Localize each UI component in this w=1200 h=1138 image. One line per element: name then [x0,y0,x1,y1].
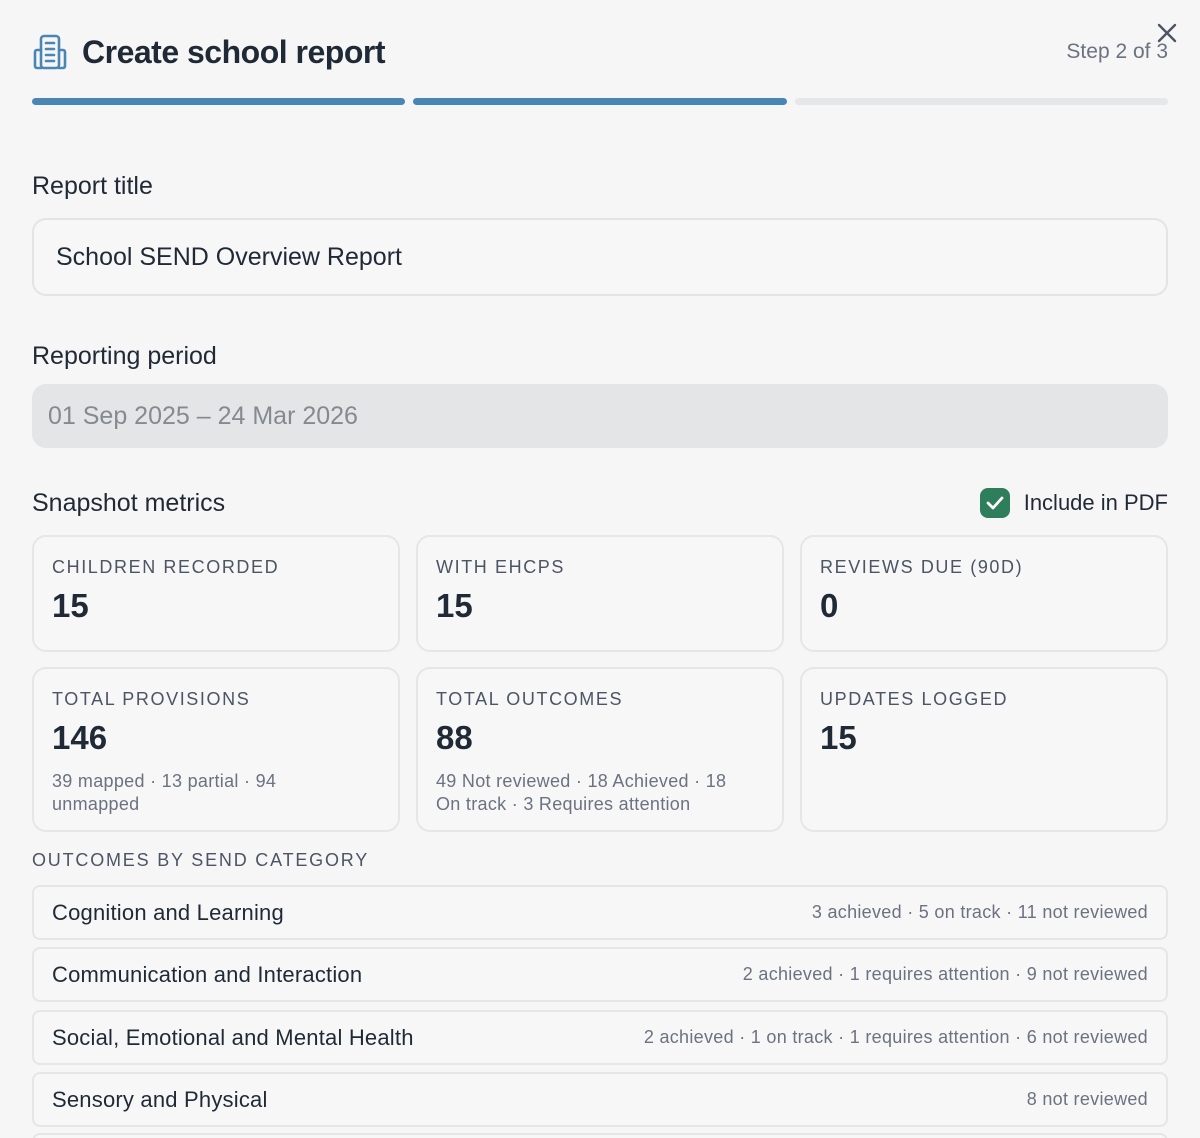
include-pdf-toggle[interactable]: Include in PDF [979,488,1168,518]
close-button[interactable] [1154,20,1180,46]
metric-value: 15 [52,587,89,624]
progress-segment-2 [413,98,787,105]
metric-label: TOTAL OUTCOMES [436,689,624,709]
reporting-period-label: Reporting period [32,342,217,370]
category-name: Sensory and Physical [52,1086,268,1112]
step-progress-bar [32,98,1168,105]
metric-value: 0 [820,587,839,624]
check-icon [986,496,1004,510]
metric-breakdown: 49 Not reviewed · 18 Achieved · 18 On tr… [436,770,727,814]
metric-card-total-provisions: TOTAL PROVISIONS 146 39 mapped · 13 part… [32,667,400,832]
metric-label: CHILDREN RECORDED [52,557,280,577]
category-name: Cognition and Learning [52,899,284,925]
progress-segment-3 [794,98,1168,105]
close-icon [1157,23,1177,43]
reporting-period-field: 01 Sep 2025 – 24 Mar 2026 [32,384,1168,448]
metric-value: 146 [52,719,108,756]
metric-card-with-ehcps: WITH EHCPS 15 [416,535,784,652]
category-row-communication: Communication and Interaction 2 achieved… [32,947,1168,1002]
outcomes-category-heading: OUTCOMES BY SEND CATEGORY [32,850,370,870]
category-stats: 2 achieved · 1 requires attention · 9 no… [742,964,1148,984]
metric-label: REVIEWS DUE (90D) [820,557,1024,577]
metric-breakdown: 39 mapped · 13 partial · 94 unmapped [52,770,277,814]
category-stats: 3 achieved · 5 on track · 11 not reviewe… [811,902,1148,922]
metric-label: TOTAL PROVISIONS [52,689,251,709]
progress-segment-1 [32,98,406,105]
metric-value: 15 [820,719,857,756]
step-indicator: Step 2 of 3 [1066,40,1168,63]
metric-label: UPDATES LOGGED [820,689,1009,709]
include-pdf-checkbox[interactable] [979,488,1010,518]
snapshot-title: Snapshot metrics [32,488,226,517]
category-row-cognition: Cognition and Learning 3 achieved · 5 on… [32,885,1168,940]
dialog-title: Create school report [82,33,385,70]
category-row-semh: Social, Emotional and Mental Health 2 ac… [32,1010,1168,1065]
dialog-header: Create school report [32,30,385,74]
metric-value: 15 [436,587,473,624]
category-name: Communication and Interaction [52,961,363,987]
category-stats: 8 not reviewed [1026,1089,1148,1109]
metric-label: WITH EHCPS [436,557,566,577]
include-pdf-label: Include in PDF [1023,490,1168,515]
snapshot-header: Snapshot metrics Include in PDF [32,486,1168,520]
category-stats: 2 achieved · 1 on track · 1 requires att… [643,1027,1148,1047]
metric-card-total-outcomes: TOTAL OUTCOMES 88 49 Not reviewed · 18 A… [416,667,784,832]
report-building-icon [32,34,68,70]
metric-card-reviews-due: REVIEWS DUE (90D) 0 [800,535,1168,652]
report-title-label: Report title [32,172,153,200]
category-row-partial [32,1133,1168,1138]
category-name: Social, Emotional and Mental Health [52,1024,414,1050]
category-row-sensory: Sensory and Physical 8 not reviewed [32,1072,1168,1127]
metric-card-updates-logged: UPDATES LOGGED 15 [800,667,1168,832]
metric-value: 88 [436,719,473,756]
metric-card-children-recorded: CHILDREN RECORDED 15 [32,535,400,652]
report-title-input[interactable] [32,218,1168,296]
